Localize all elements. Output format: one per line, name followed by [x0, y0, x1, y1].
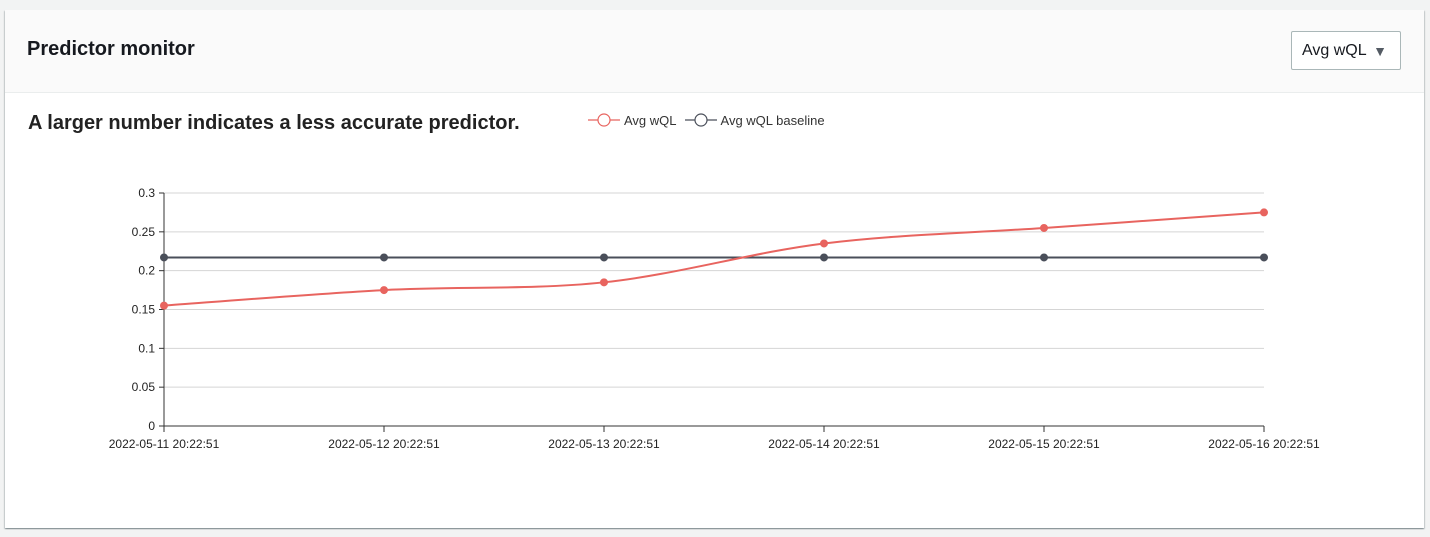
caret-down-icon: ▼: [1373, 43, 1387, 59]
y-tick-label: 0.05: [132, 380, 156, 394]
y-tick-label: 0.2: [138, 264, 155, 278]
y-tick-label: 0: [148, 419, 155, 433]
line-chart: 0 0.05 0.1 0.15 0.2 0.25 0.3 2022-05-11 20:22:5…: [109, 186, 1320, 451]
data-point-avg-wql-baseline: [160, 253, 168, 262]
legend-label: Avg wQL baseline: [720, 112, 825, 128]
y-tick-label: 0.15: [132, 303, 156, 317]
x-tick-label: 2022-05-13 20:22:51: [548, 437, 660, 451]
metric-select-value: Avg wQL: [1302, 42, 1367, 59]
data-point-avg-wql-baseline: [1040, 253, 1048, 262]
data-point-avg-wql: [820, 239, 828, 248]
metric-select[interactable]: Avg wQL ▼: [1291, 31, 1401, 70]
data-point-avg-wql-baseline: [600, 253, 608, 262]
data-point-avg-wql-baseline: [820, 253, 828, 262]
data-point-avg-wql: [160, 301, 168, 310]
data-point-avg-wql: [1040, 223, 1048, 232]
legend-label: Avg wQL: [624, 112, 677, 128]
data-point-avg-wql-baseline: [380, 253, 388, 262]
y-tick-label: 0.3: [138, 186, 155, 200]
x-tick-label: 2022-05-12 20:22:51: [328, 437, 440, 451]
predictor-monitor-panel: Predictor monitor Avg wQL ▼: [5, 10, 1424, 528]
chart-title: A larger number indicates a less accurat…: [28, 112, 520, 134]
x-tick-label: 2022-05-14 20:22:51: [768, 437, 880, 451]
chart-legend: Avg wQL Avg wQL baseline: [588, 110, 833, 130]
legend-item-avg-wql-baseline[interactable]: Avg wQL baseline: [684, 112, 825, 128]
panel-title: Predictor monitor: [27, 38, 195, 60]
y-tick-label: 0.1: [138, 341, 155, 355]
legend-line-circle-icon: [684, 113, 717, 127]
x-tick-label: 2022-05-11 20:22:51: [109, 437, 220, 451]
x-tick-label: 2022-05-15 20:22:51: [988, 437, 1100, 451]
data-point-avg-wql: [1260, 208, 1268, 217]
x-tick-label: 2022-05-16 20:22:51: [1208, 437, 1320, 451]
panel-header: Predictor monitor Avg wQL ▼: [5, 10, 1424, 93]
data-point-avg-wql-baseline: [1260, 253, 1268, 262]
data-point-avg-wql: [600, 278, 608, 287]
series-line-avg-wql: [163, 211, 1265, 307]
legend-line-circle-icon: [588, 113, 620, 127]
y-tick-label: 0.25: [132, 225, 156, 239]
data-point-avg-wql: [380, 286, 388, 295]
legend-item-avg-wql[interactable]: Avg wQL: [588, 113, 677, 128]
